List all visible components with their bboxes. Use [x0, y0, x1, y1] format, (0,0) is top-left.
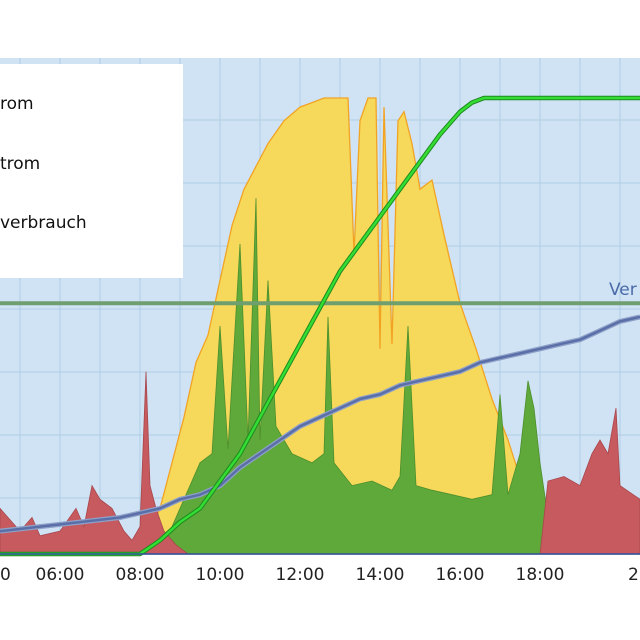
legend-entry-3: verbrauch	[0, 213, 87, 233]
legend-box	[0, 64, 183, 278]
x-tick-label: 10:00	[196, 565, 245, 585]
annotation-text: Ver	[609, 280, 637, 300]
x-tick-label: 18:00	[516, 565, 565, 585]
red-area-series	[0, 371, 640, 555]
x-tick-label: 14:00	[356, 565, 405, 585]
x-tick-label: 2	[628, 565, 639, 585]
consumption-line	[0, 315, 640, 533]
legend-entry-1: rom	[0, 94, 34, 114]
x-tick-labels: 0 06:00 08:00 10:00 12:00 14:00 16:00 18:00 2	[0, 565, 639, 585]
x-tick-label: 08:00	[116, 565, 165, 585]
legend-entry-2: trom	[0, 154, 40, 174]
legend: rom trom verbrauch	[0, 64, 183, 278]
x-tick-label: 12:00	[276, 565, 325, 585]
x-tick-label: 0	[0, 565, 11, 585]
x-tick-label: 16:00	[436, 565, 485, 585]
yellow-area-series	[0, 97, 640, 555]
x-tick-label: 06:00	[36, 565, 85, 585]
area-series	[0, 97, 640, 555]
green-area-series	[0, 198, 640, 555]
cumulative-line	[0, 96, 640, 556]
line-series	[0, 95, 640, 557]
